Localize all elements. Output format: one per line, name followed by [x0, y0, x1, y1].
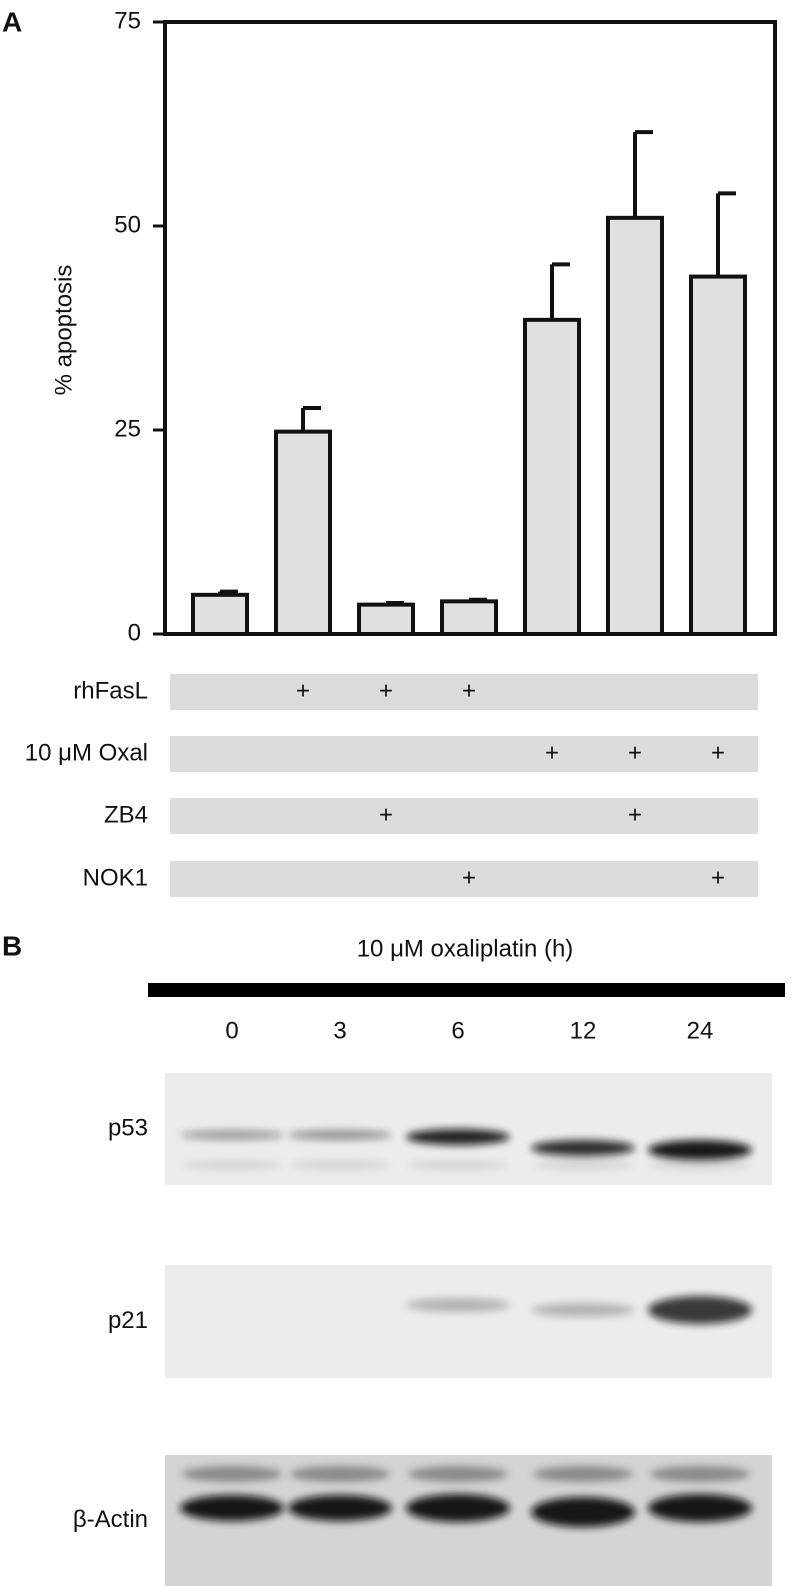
band [180, 1130, 284, 1140]
treatment-mark: + [296, 677, 310, 704]
lane-label: 3 [333, 1017, 346, 1044]
bar [606, 215, 664, 636]
band [648, 1494, 752, 1522]
band [288, 1130, 392, 1140]
treatment-label: ZB4 [104, 801, 148, 828]
y-tick-label: 0 [128, 619, 141, 646]
bar [274, 429, 332, 636]
blot-label: p21 [108, 1307, 148, 1334]
treatment-bar [148, 983, 785, 997]
lane-label: 12 [570, 1017, 597, 1044]
band [182, 1466, 282, 1482]
bar [689, 274, 747, 636]
treatment-mark: + [711, 864, 725, 891]
bar [357, 602, 415, 637]
band [648, 1296, 752, 1324]
treatment-mark: + [462, 864, 476, 891]
band [182, 1160, 282, 1170]
lane-label: 0 [225, 1017, 238, 1044]
lane-label: 24 [687, 1017, 714, 1044]
treatment-mark: + [379, 677, 393, 704]
treatment-label: 10 μM Oxal [25, 739, 148, 766]
treatment-row [170, 674, 758, 710]
treatment-mark: + [711, 739, 725, 766]
y-axis-label: % apoptosis [50, 265, 77, 396]
band [531, 1140, 635, 1156]
treatment-row [170, 861, 758, 897]
treatment-label: rhFasL [73, 677, 148, 704]
band [406, 1494, 510, 1522]
treatment-mark: + [462, 677, 476, 704]
treatment-mark: + [379, 801, 393, 828]
panel-label: B [2, 930, 22, 961]
treatment-label: NOK1 [83, 864, 148, 891]
blot-label: β-Actin [73, 1506, 148, 1533]
y-tick-label: 25 [114, 415, 141, 442]
band [180, 1495, 284, 1521]
band [648, 1140, 752, 1160]
treatment-mark: + [628, 739, 642, 766]
band [408, 1160, 508, 1170]
band [650, 1466, 750, 1482]
blot-label: p53 [108, 1114, 148, 1141]
band [406, 1129, 510, 1145]
panel-label: A [2, 6, 22, 37]
bar [440, 599, 498, 636]
lane-label: 6 [451, 1017, 464, 1044]
band [533, 1160, 633, 1170]
bar [191, 592, 249, 636]
panel-title: 10 μM oxaliplatin (h) [357, 935, 574, 962]
band [531, 1303, 635, 1317]
band [290, 1160, 390, 1170]
band [533, 1466, 633, 1482]
band [406, 1298, 510, 1312]
y-tick-label: 75 [114, 7, 141, 34]
treatment-mark: + [628, 801, 642, 828]
treatment-row [170, 798, 758, 834]
plot-frame [163, 20, 777, 636]
bar [523, 317, 581, 636]
band [408, 1466, 508, 1482]
y-tick-label: 50 [114, 211, 141, 238]
treatment-mark: + [545, 739, 559, 766]
band [288, 1495, 392, 1521]
band [650, 1160, 750, 1170]
treatment-row [170, 736, 758, 772]
band [290, 1466, 390, 1482]
band [531, 1497, 635, 1527]
